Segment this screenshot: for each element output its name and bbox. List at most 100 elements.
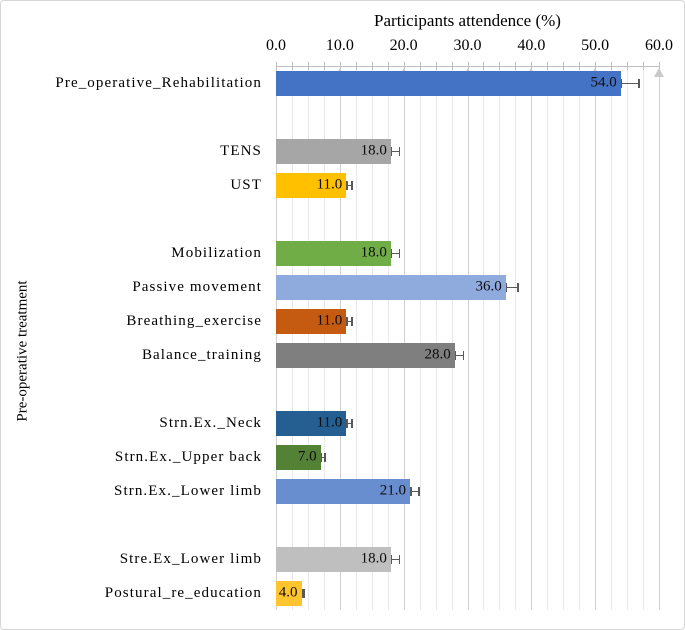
error-bar-line	[620, 82, 640, 84]
grid-line-minor	[307, 66, 309, 610]
error-bar-cap-right	[324, 452, 326, 462]
bar-value-label: 36.0	[475, 278, 502, 295]
category-label: UST	[230, 176, 262, 193]
grid-line-major	[339, 66, 341, 610]
error-bar-cap-left	[301, 588, 304, 598]
category-label: Passive movement	[132, 278, 262, 295]
bar-value-label: 54.0	[590, 74, 617, 91]
error-bar-cap-right	[418, 486, 420, 496]
grid-line-minor	[419, 66, 421, 610]
grid-line-minor	[387, 66, 389, 610]
error-bar-cap-right	[638, 78, 640, 88]
x-axis-tick	[579, 62, 581, 70]
error-bar-cap-left	[346, 418, 348, 428]
grid-line-major	[403, 66, 405, 610]
grid-line-minor	[451, 66, 453, 610]
error-bar-cap-right	[462, 350, 465, 360]
error-bar-cap-left	[390, 248, 393, 258]
bar-value-label: 21.0	[379, 482, 407, 499]
bar: 11.0	[276, 172, 347, 198]
error-bar-line	[346, 422, 353, 424]
error-bar-line	[410, 490, 420, 492]
error-bar-cap-left	[390, 146, 393, 156]
error-bar-cap-left	[320, 452, 323, 462]
grid-line-major	[276, 66, 277, 610]
x-tick-label: 0.0	[266, 37, 286, 54]
x-axis-tick	[531, 62, 533, 70]
error-bar-line	[454, 354, 465, 356]
bar: 18.0	[276, 138, 391, 164]
grid-line-minor	[291, 66, 293, 610]
error-bar-cap-right	[351, 180, 353, 190]
error-bar-cap-left	[454, 350, 457, 360]
grid-line-minor	[627, 66, 629, 610]
category-label: Balance_training	[141, 346, 262, 363]
bar: 28.0	[276, 342, 455, 368]
error-bar	[301, 588, 305, 598]
error-bar-line	[390, 252, 401, 254]
error-bar	[505, 282, 519, 292]
error-bar-line	[346, 184, 353, 186]
x-axis-tick	[276, 62, 277, 70]
grid-line-minor	[611, 66, 613, 610]
error-bar	[390, 554, 401, 564]
x-tick-label: 50.0	[581, 37, 610, 54]
category-label: Strn.Ex._Neck	[159, 414, 262, 431]
grid-line-minor	[643, 66, 645, 610]
grid-line-major	[531, 66, 533, 610]
error-bar-cap-left	[410, 486, 412, 496]
category-label: Breathing_exercise	[126, 312, 262, 329]
x-axis-tick	[355, 62, 357, 70]
grid-line-minor	[371, 66, 373, 610]
grid-line-minor	[483, 66, 485, 610]
bar-value-label: 28.0	[424, 346, 451, 363]
bar: 54.0	[276, 70, 621, 96]
error-bar-cap-left	[346, 316, 348, 326]
error-bar-cap-left	[620, 78, 623, 88]
bar-value-label: 11.0	[316, 176, 343, 193]
bar: 18.0	[276, 240, 391, 266]
bar: 36.0	[276, 274, 506, 300]
error-bar-cap-left	[505, 282, 508, 292]
x-axis-tick-triangle	[654, 68, 664, 77]
category-label: Postural_re_education	[104, 584, 262, 601]
x-axis-tick	[339, 62, 341, 70]
x-axis-tick	[627, 62, 629, 70]
error-bar-line	[301, 592, 305, 594]
error-bar	[346, 418, 353, 428]
x-axis-tick	[419, 62, 421, 70]
x-axis-title: Participants attendence (%)	[374, 11, 561, 30]
x-axis-tick	[387, 62, 389, 70]
x-tick-label: 30.0	[453, 37, 482, 54]
error-bar-cap-left	[390, 554, 393, 564]
bar-value-label: 7.0	[297, 448, 317, 465]
error-bar	[346, 180, 353, 190]
error-bar-line	[346, 320, 353, 322]
bar: 21.0	[276, 478, 411, 504]
error-bar-cap-left	[346, 180, 348, 190]
error-bar-line	[320, 456, 326, 458]
error-bar	[390, 146, 401, 156]
error-bar-cap-right	[398, 146, 401, 156]
grid-line-minor	[323, 66, 325, 610]
x-axis-tick	[515, 62, 517, 70]
x-tick-label: 60.0	[645, 37, 673, 54]
bar-value-label: 18.0	[360, 244, 387, 261]
grid-line-minor	[355, 66, 357, 610]
grid-line-major	[659, 66, 660, 610]
error-bar-cap-right	[351, 316, 353, 326]
bar-value-label: 18.0	[360, 142, 387, 159]
category-label: Pre_operative_Rehabilitation	[55, 74, 262, 91]
error-bar-cap-right	[517, 282, 519, 292]
x-axis-tick	[323, 62, 325, 70]
plot-area	[276, 66, 660, 610]
x-axis-tick	[291, 62, 293, 70]
grid-line-minor	[435, 66, 437, 610]
x-axis-tick	[643, 62, 645, 70]
bar: 4.0	[276, 580, 302, 606]
category-label: TENS	[220, 142, 262, 159]
error-bar-cap-right	[398, 248, 401, 258]
error-bar-line	[390, 558, 401, 560]
x-axis-tick	[659, 62, 660, 70]
